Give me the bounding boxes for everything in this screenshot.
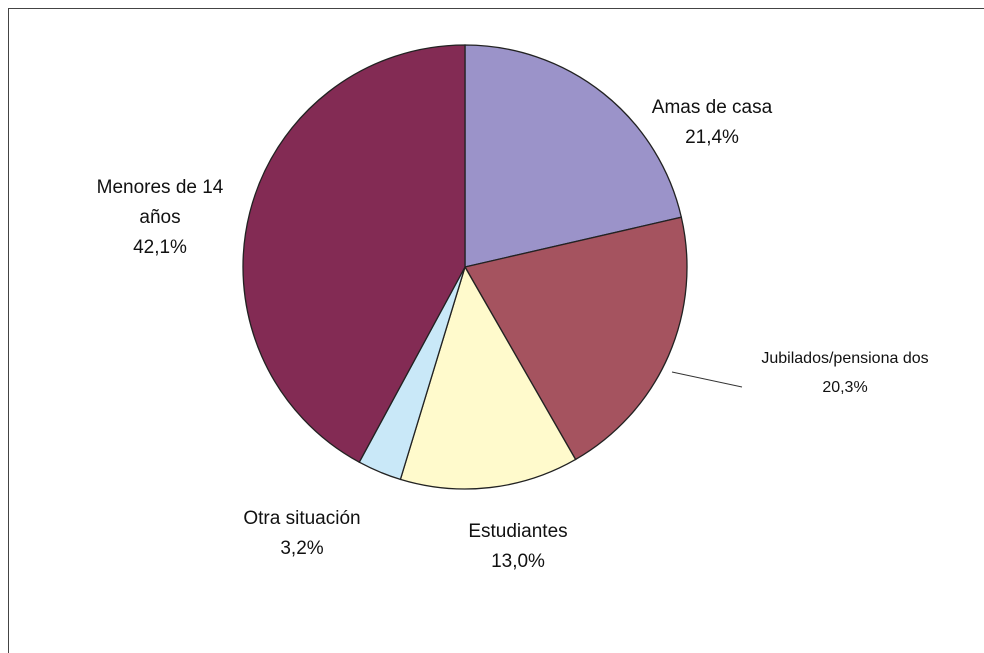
category-name: Jubilados/pensiona dos xyxy=(761,350,929,367)
value-label: 13,0% xyxy=(491,551,545,572)
pie-slice xyxy=(242,44,466,464)
value-label: 21,4% xyxy=(685,127,739,148)
pie-slice xyxy=(463,216,688,461)
value-label: 42,1% xyxy=(133,237,187,258)
pie-slice xyxy=(399,265,577,490)
category-name: Menores de 14 años xyxy=(96,177,224,228)
category-name: Otra situación xyxy=(243,508,361,529)
pie-slice xyxy=(464,44,683,268)
value-label: 20,3% xyxy=(822,379,868,396)
category-name: Estudiantes xyxy=(468,521,568,542)
slice-label: Amas de casa 21,4% xyxy=(602,93,822,153)
chart-frame xyxy=(8,8,984,653)
value-label: 3,2% xyxy=(280,538,324,559)
leader-line xyxy=(671,371,743,388)
slice-label: Jubilados/pensiona dos 20,3% xyxy=(750,344,940,402)
category-name: Amas de casa xyxy=(651,97,773,118)
slice-label: Estudiantes 13,0% xyxy=(408,517,628,577)
slice-label: Menores de 14 años 42,1% xyxy=(75,173,245,263)
slice-label: Otra situación 3,2% xyxy=(192,504,412,564)
